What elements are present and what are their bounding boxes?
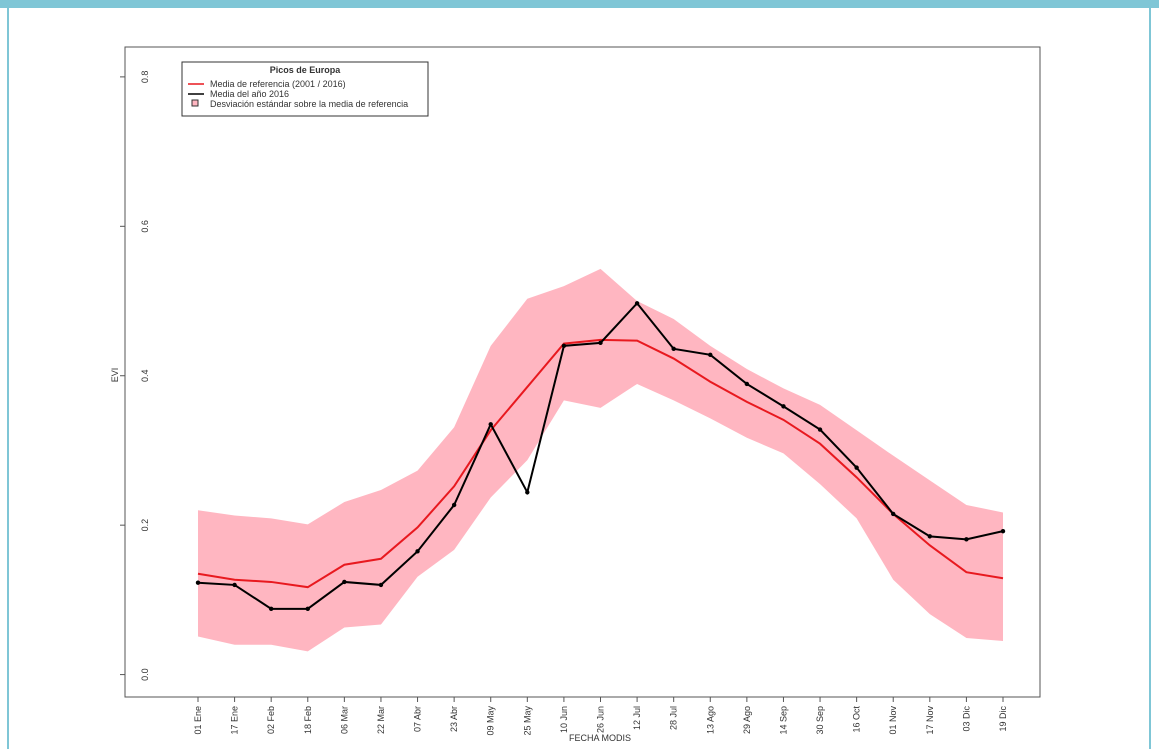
y-tick-label: 0.6 bbox=[140, 220, 150, 233]
x-tick-label: 13 Ago bbox=[705, 706, 715, 734]
deviation-band bbox=[198, 268, 1003, 652]
point bbox=[1000, 528, 1006, 534]
point bbox=[781, 404, 786, 409]
legend-label: Media de referencia (2001 / 2016) bbox=[210, 79, 346, 89]
point bbox=[305, 606, 310, 612]
point bbox=[671, 346, 676, 352]
point bbox=[708, 352, 713, 358]
y-tick-label: 0.2 bbox=[140, 519, 150, 532]
legend-title: Picos de Europa bbox=[270, 65, 342, 75]
x-tick-label: 12 Jul bbox=[632, 706, 642, 730]
y-tick-label: 0.8 bbox=[140, 71, 150, 84]
x-tick-label: 02 Feb bbox=[266, 706, 276, 734]
x-tick-label: 14 Sep bbox=[778, 706, 788, 735]
top-bar bbox=[0, 0, 1159, 8]
y-tick-label: 0.0 bbox=[140, 668, 150, 681]
point bbox=[195, 580, 201, 585]
x-tick-label: 03 Dic bbox=[961, 706, 971, 732]
x-tick-label: 01 Ene bbox=[193, 706, 203, 735]
series-line bbox=[197, 338, 1004, 589]
x-tick-label: 25 May bbox=[522, 706, 532, 736]
x-tick-label: 06 Mar bbox=[339, 706, 349, 734]
point bbox=[451, 502, 457, 508]
legend-label: Desviación estándar sobre la media de re… bbox=[210, 99, 408, 109]
x-tick-label: 10 Jun bbox=[559, 706, 569, 733]
legend-label: Media del año 2016 bbox=[210, 89, 289, 99]
x-tick-label: 30 Sep bbox=[815, 706, 825, 735]
point bbox=[598, 340, 603, 346]
point bbox=[415, 549, 420, 554]
x-tick-label: 16 Oct bbox=[852, 706, 862, 733]
point bbox=[817, 427, 823, 432]
point bbox=[525, 490, 530, 495]
x-tick-label: 09 May bbox=[486, 706, 496, 736]
point bbox=[378, 582, 384, 588]
x-tick-label: 18 Feb bbox=[303, 706, 313, 734]
x-tick-label: 01 Nov bbox=[888, 706, 898, 735]
point bbox=[927, 534, 933, 539]
point bbox=[964, 537, 969, 542]
x-tick-label: 17 Nov bbox=[925, 706, 935, 735]
x-tick-label: 17 Ene bbox=[230, 706, 240, 735]
x-tick-label: 22 Mar bbox=[376, 706, 386, 734]
x-tick-label: 29 Ago bbox=[742, 706, 752, 734]
x-tick-label: 26 Jun bbox=[596, 706, 606, 733]
point bbox=[268, 606, 274, 612]
legend-box bbox=[181, 61, 429, 117]
plot-box bbox=[124, 46, 1041, 698]
legend-swatch bbox=[191, 99, 199, 107]
point bbox=[634, 301, 640, 306]
point bbox=[488, 422, 493, 427]
x-tick-label: 19 Dic bbox=[998, 706, 1008, 732]
y-tick-label: 0.4 bbox=[140, 369, 150, 382]
point bbox=[891, 511, 896, 517]
point bbox=[744, 381, 750, 387]
x-tick-label: 28 Jul bbox=[669, 706, 679, 730]
x-label: FECHA MODIS bbox=[569, 733, 631, 743]
x-tick-label: 07 Abr bbox=[413, 706, 423, 732]
point bbox=[561, 343, 567, 349]
x-tick-label: 23 Abr bbox=[449, 706, 459, 732]
point bbox=[342, 579, 347, 585]
point bbox=[232, 582, 237, 588]
point bbox=[854, 465, 859, 470]
y-label: EVI bbox=[110, 368, 120, 383]
